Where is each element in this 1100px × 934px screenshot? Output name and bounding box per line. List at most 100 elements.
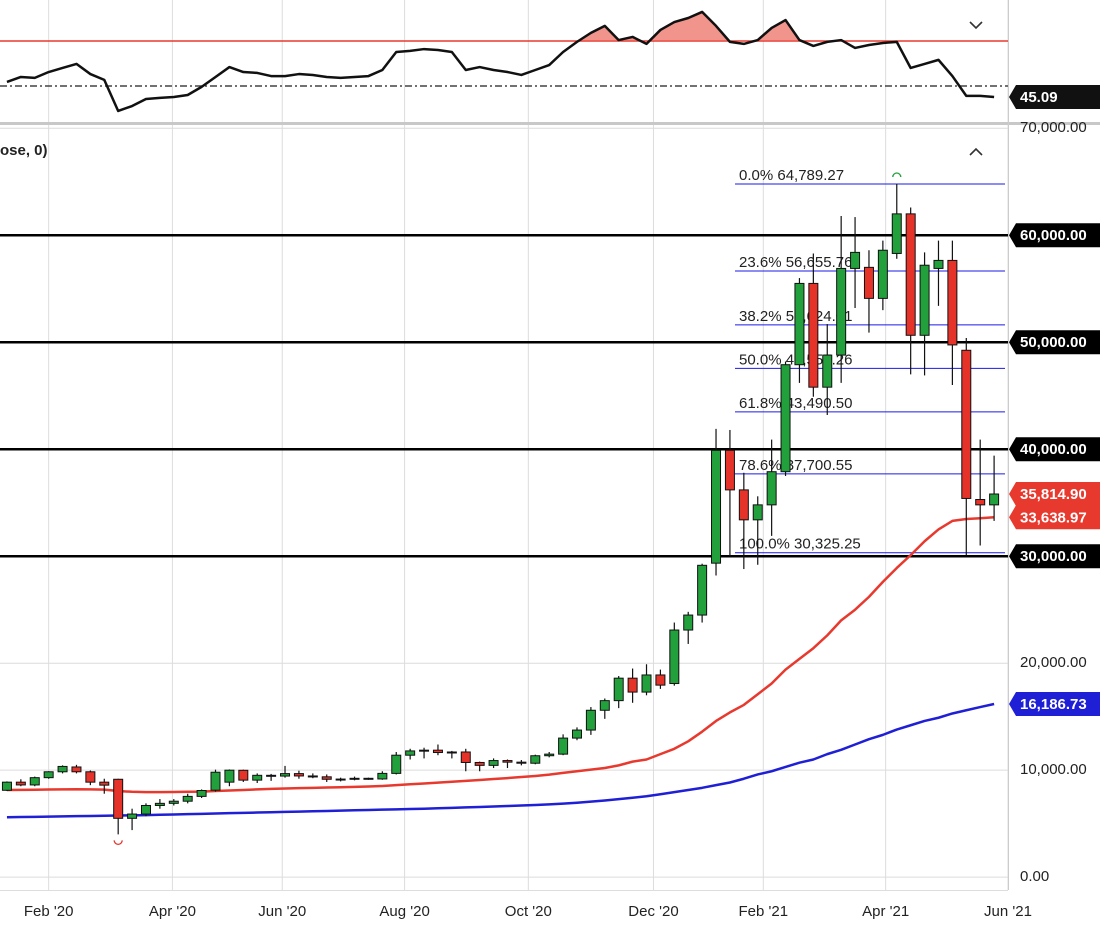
y-tick-label: 70,000.00	[1020, 119, 1087, 136]
candle-body	[585, 709, 596, 731]
candle-body	[836, 267, 847, 356]
candle-body	[419, 749, 430, 752]
candle-body	[99, 781, 110, 786]
x-tick-label: Jun '21	[984, 903, 1032, 920]
grid-layer	[0, 0, 1009, 890]
study-label: ose, 0)	[0, 142, 48, 159]
candle-body	[460, 751, 471, 763]
candle-body	[544, 753, 555, 757]
price-badge-label: 45.09	[1020, 89, 1058, 106]
candle-body	[474, 761, 485, 766]
candle-body	[989, 493, 1000, 506]
candle-body	[669, 629, 680, 685]
candle-body	[571, 729, 582, 739]
price-badge-label: 50,000.00	[1020, 334, 1087, 351]
rsi-line	[6, 10, 995, 113]
low-marker	[113, 840, 123, 846]
x-tick-label: Aug '20	[379, 903, 429, 920]
candle-body	[738, 489, 749, 521]
candle-body	[349, 777, 360, 780]
moving-average	[6, 516, 995, 794]
candle-body	[168, 800, 179, 804]
candle-body	[335, 778, 346, 781]
expand-icon[interactable]	[969, 147, 983, 156]
candle-body	[127, 813, 138, 819]
candle-body	[446, 751, 457, 754]
price-badge-label: 30,000.00	[1020, 548, 1087, 565]
candle-body	[863, 266, 874, 299]
fib-label: 0.0% 64,789.27	[739, 167, 844, 184]
candle-body	[711, 449, 722, 564]
candle-body	[196, 790, 207, 797]
candle-body	[182, 795, 193, 802]
candle-body	[641, 674, 652, 693]
price-badge	[1009, 85, 1100, 110]
price-badge	[1009, 544, 1100, 569]
candle-body	[113, 778, 124, 819]
candle-body	[655, 674, 666, 686]
x-tick-label: Dec '20	[628, 903, 678, 920]
price-badge	[1009, 691, 1100, 716]
candle-body	[599, 700, 610, 711]
candle-body	[29, 777, 40, 786]
candle-body	[405, 750, 416, 756]
price-badge	[1009, 223, 1100, 248]
candle-body	[238, 769, 249, 781]
x-tick-label: Apr '20	[149, 903, 196, 920]
x-tick-label: Feb '20	[24, 903, 74, 920]
candle-body	[140, 804, 151, 815]
candle-body	[683, 614, 694, 631]
fib-label: 100.0% 30,325.25	[739, 536, 861, 553]
candle-body	[391, 754, 402, 774]
candle-body	[850, 251, 861, 269]
candle-body	[822, 354, 833, 388]
candle-body	[321, 776, 332, 780]
y-tick-label: 20,000.00	[1020, 654, 1087, 671]
x-tick-label: Feb '21	[739, 903, 789, 920]
candle-body	[71, 766, 82, 773]
candle-body	[766, 471, 777, 506]
candle-body	[933, 259, 944, 269]
price-badge	[1009, 482, 1100, 507]
candle-body	[43, 771, 54, 779]
candle-body	[947, 259, 958, 346]
fib-label: 78.6% 37,700.55	[739, 457, 852, 474]
x-tick-label: Jun '20	[258, 903, 306, 920]
candle-body	[488, 760, 499, 766]
price-badge	[1009, 330, 1100, 355]
candle-body	[961, 349, 972, 499]
high-marker	[892, 172, 902, 178]
candle-body	[516, 761, 527, 764]
candle-body	[377, 772, 388, 780]
candle-body	[224, 769, 235, 783]
price-badge-label: 35,814.90	[1020, 486, 1087, 503]
candle-body	[752, 504, 763, 521]
price-badge-label: 16,186.73	[1020, 696, 1087, 713]
candle-body	[154, 802, 165, 806]
candle-body	[15, 781, 26, 786]
candle-body	[975, 499, 986, 506]
candle-body	[794, 282, 805, 366]
collapse-icon[interactable]	[969, 21, 983, 30]
price-badge	[1009, 505, 1100, 530]
price-badge-label: 33,638.97	[1020, 509, 1087, 526]
candle-body	[530, 755, 541, 764]
fib-label: 23.6% 56,655.76	[739, 254, 852, 271]
candle-body	[919, 264, 930, 336]
candle-body	[1, 781, 12, 791]
candle-body	[891, 213, 902, 254]
price-badge	[1009, 437, 1100, 462]
candle-body	[697, 564, 708, 616]
y-tick-label: 10,000.00	[1020, 761, 1087, 778]
x-tick-label: Oct '20	[505, 903, 552, 920]
fib-label: 61.8% 43,490.50	[739, 395, 852, 412]
candle-body	[266, 774, 277, 777]
candle-body	[905, 213, 916, 336]
candle-body	[210, 771, 221, 791]
moving-average	[6, 702, 995, 819]
candle-body	[280, 773, 291, 777]
candle-body	[57, 765, 68, 773]
